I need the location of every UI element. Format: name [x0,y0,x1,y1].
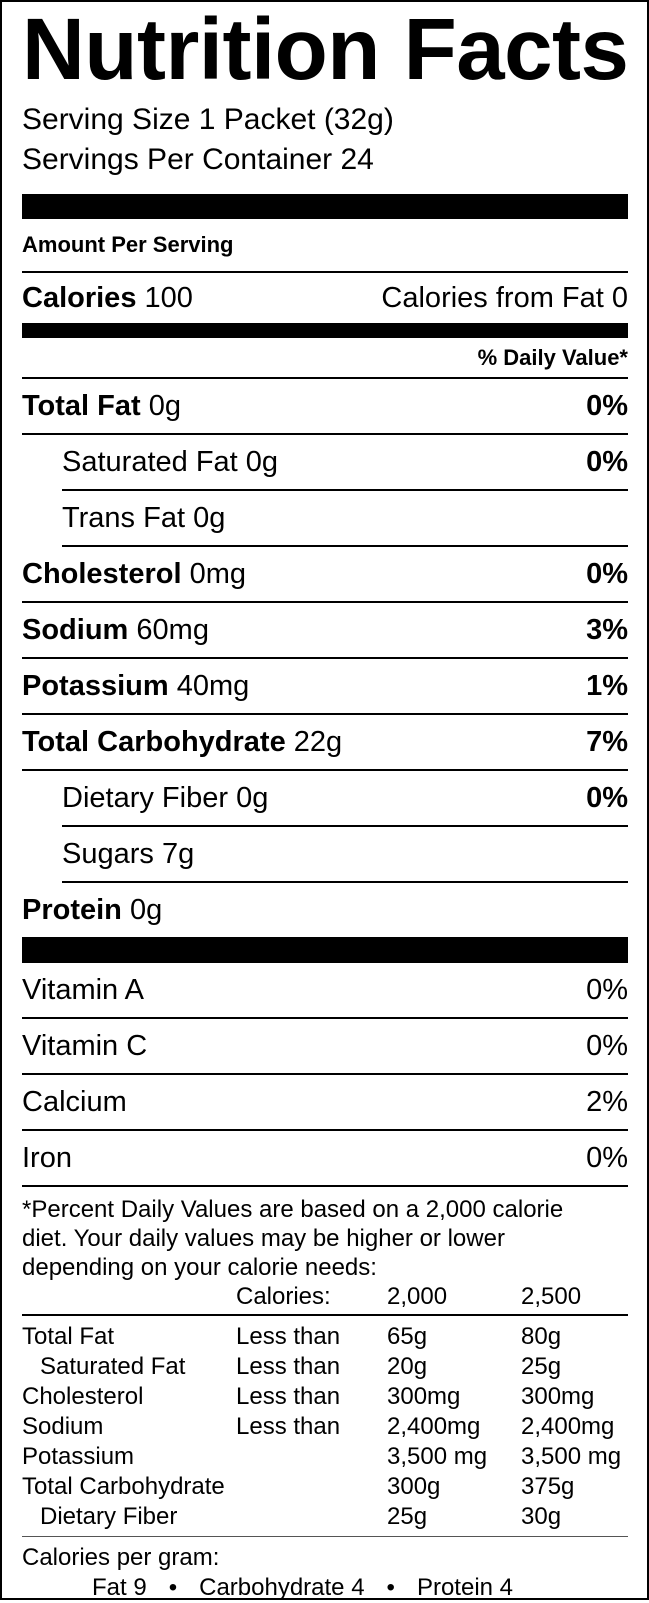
nutrient-row-total-carbohydrate: Total Carbohydrate 22g 7% [22,715,628,771]
divider [22,1536,628,1537]
label-title: Nutrition Facts [22,1,629,98]
vitamin-row-a: Vitamin A 0% [22,963,628,1019]
nutrient-row-protein: Protein 0g [22,893,163,926]
nutrient-row-cholesterol: Cholesterol 0mg 0% [22,547,628,603]
calories-from-fat: Calories from Fat 0 [381,281,628,314]
divider [22,1314,628,1316]
nutrient-row-sugars: Sugars 7g [62,827,628,883]
thick-divider [22,194,628,219]
daily-value-header: % Daily Value* [22,338,628,379]
serving-size: Serving Size 1 Packet (32g) [22,103,394,136]
calories-per-gram-label: Calories per gram: [22,1544,220,1571]
thick-divider [22,937,628,963]
vitamin-row-calcium: Calcium 2% [22,1075,628,1131]
nutrient-row-saturated-fat: Saturated Fat 0g 0% [62,435,628,491]
servings-per-container: Servings Per Container 24 [22,143,374,176]
medium-divider [22,323,628,338]
reference-table: Total Fat Less than 65g 80g Saturated Fat Le… [22,1323,622,1530]
nutrient-row-potassium: Potassium 40mg 1% [22,659,628,715]
vitamin-row-c: Vitamin C 0% [22,1019,628,1075]
amount-per-serving: Amount Per Serving [22,219,628,273]
nutrient-row-trans-fat: Trans Fat 0g [62,491,628,547]
footnote: *Percent Daily Values are based on a 2,0… [22,1196,564,1281]
calories-value: 100 [144,281,193,314]
vitamin-row-iron: Iron 0% [22,1131,628,1187]
nutrient-row-total-fat: Total Fat 0g 0% [22,379,628,435]
calories-label: Calories [22,281,137,314]
calories-row: Calories 100 Calories from Fat 0 [22,273,628,323]
reference-table-header: Calories: 2,000 2,500 [236,1283,582,1310]
nutrient-row-dietary-fiber: Dietary Fiber 0g 0% [62,771,628,827]
nutrient-row-sodium: Sodium 60mg 3% [22,603,628,659]
calories-per-gram-values: Fat 9 • Carbohydrate 4 • Protein 4 [92,1574,514,1601]
